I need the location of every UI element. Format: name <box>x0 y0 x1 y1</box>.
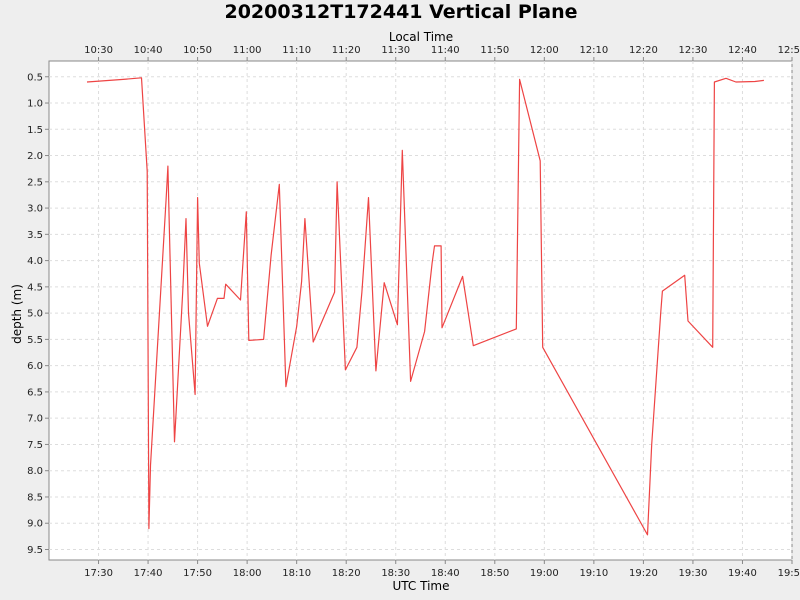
chart-title: 20200312T172441 Vertical Plane <box>224 1 577 23</box>
x2-tick-label: 11:40 <box>431 45 460 56</box>
x2-tick-label: 11:10 <box>282 45 311 56</box>
x2-tick-label: 11:20 <box>332 45 361 56</box>
x-tick-label: 18:20 <box>332 568 361 579</box>
x2-tick-label: 12:50 <box>778 45 800 56</box>
y-tick-label: 2.0 <box>27 151 43 162</box>
y-tick-label: 2.5 <box>27 177 43 188</box>
y-tick-label: 3.5 <box>27 230 43 241</box>
x-tick-label: 19:40 <box>728 568 757 579</box>
x2-tick-label: 12:00 <box>530 45 559 56</box>
x-tick-label: 17:30 <box>84 568 113 579</box>
y-tick-label: 5.0 <box>27 309 43 320</box>
grid-lines <box>49 61 793 560</box>
x-tick-label: 19:00 <box>530 568 559 579</box>
x-tick-label: 17:40 <box>134 568 163 579</box>
local-time-axis: 10:30 10:40 10:50 11:00 11:10 11:20 11:30 11:40… <box>84 45 800 61</box>
y-tick-label: 8.0 <box>27 466 43 477</box>
y-tick-label: 4.0 <box>27 256 43 267</box>
x-tick-label: 19:10 <box>579 568 608 579</box>
depth-series-line <box>86 77 764 536</box>
x-tick-label: 18:00 <box>233 568 262 579</box>
x2-tick-label: 10:30 <box>84 45 113 56</box>
y-tick-label: 3.0 <box>27 204 43 215</box>
utc-time-axis-title: UTC Time <box>393 579 450 593</box>
x2-tick-label: 11:30 <box>381 45 410 56</box>
y-tick-label: 1.0 <box>27 99 43 110</box>
plot-area <box>48 60 793 561</box>
utc-time-axis: 17:30 17:40 17:50 18:00 18:10 18:20 18:30 18:40… <box>84 560 800 579</box>
x-tick-label: 18:10 <box>282 568 311 579</box>
x-tick-label: 18:50 <box>480 568 509 579</box>
y-tick-label: 5.5 <box>27 335 43 346</box>
y-tick-label: 6.0 <box>27 361 43 372</box>
y-tick-label: 7.5 <box>27 440 43 451</box>
local-time-axis-title: Local Time <box>389 30 453 44</box>
x2-tick-label: 12:40 <box>728 45 757 56</box>
x-tick-label: 19:20 <box>629 568 658 579</box>
x2-tick-label: 12:30 <box>679 45 708 56</box>
x2-tick-label: 11:50 <box>480 45 509 56</box>
depth-axis-title: depth (m) <box>10 284 24 344</box>
x2-tick-label: 10:40 <box>134 45 163 56</box>
y-tick-label: 4.5 <box>27 282 43 293</box>
y-tick-label: 1.5 <box>27 125 43 136</box>
x-tick-label: 18:40 <box>431 568 460 579</box>
x2-tick-label: 12:20 <box>629 45 658 56</box>
x2-tick-label: 12:10 <box>579 45 608 56</box>
y-tick-label: 9.0 <box>27 519 43 530</box>
x2-tick-label: 10:50 <box>183 45 212 56</box>
y-tick-label: 7.0 <box>27 414 43 425</box>
y-tick-label: 6.5 <box>27 387 43 398</box>
x-tick-label: 18:30 <box>381 568 410 579</box>
x2-tick-label: 11:00 <box>233 45 262 56</box>
y-tick-label: 0.5 <box>27 72 43 83</box>
y-tick-label: 9.5 <box>27 545 43 556</box>
x-tick-label: 17:50 <box>183 568 212 579</box>
y-tick-label: 8.5 <box>27 492 43 503</box>
x-tick-label: 19:30 <box>679 568 708 579</box>
depth-axis: 0.5 1.0 1.5 2.0 2.5 3.0 3.5 4.0 4.5 5.0 5.5 6.0 6.5 7… <box>27 72 49 556</box>
x-tick-label: 19:50 <box>778 568 800 579</box>
